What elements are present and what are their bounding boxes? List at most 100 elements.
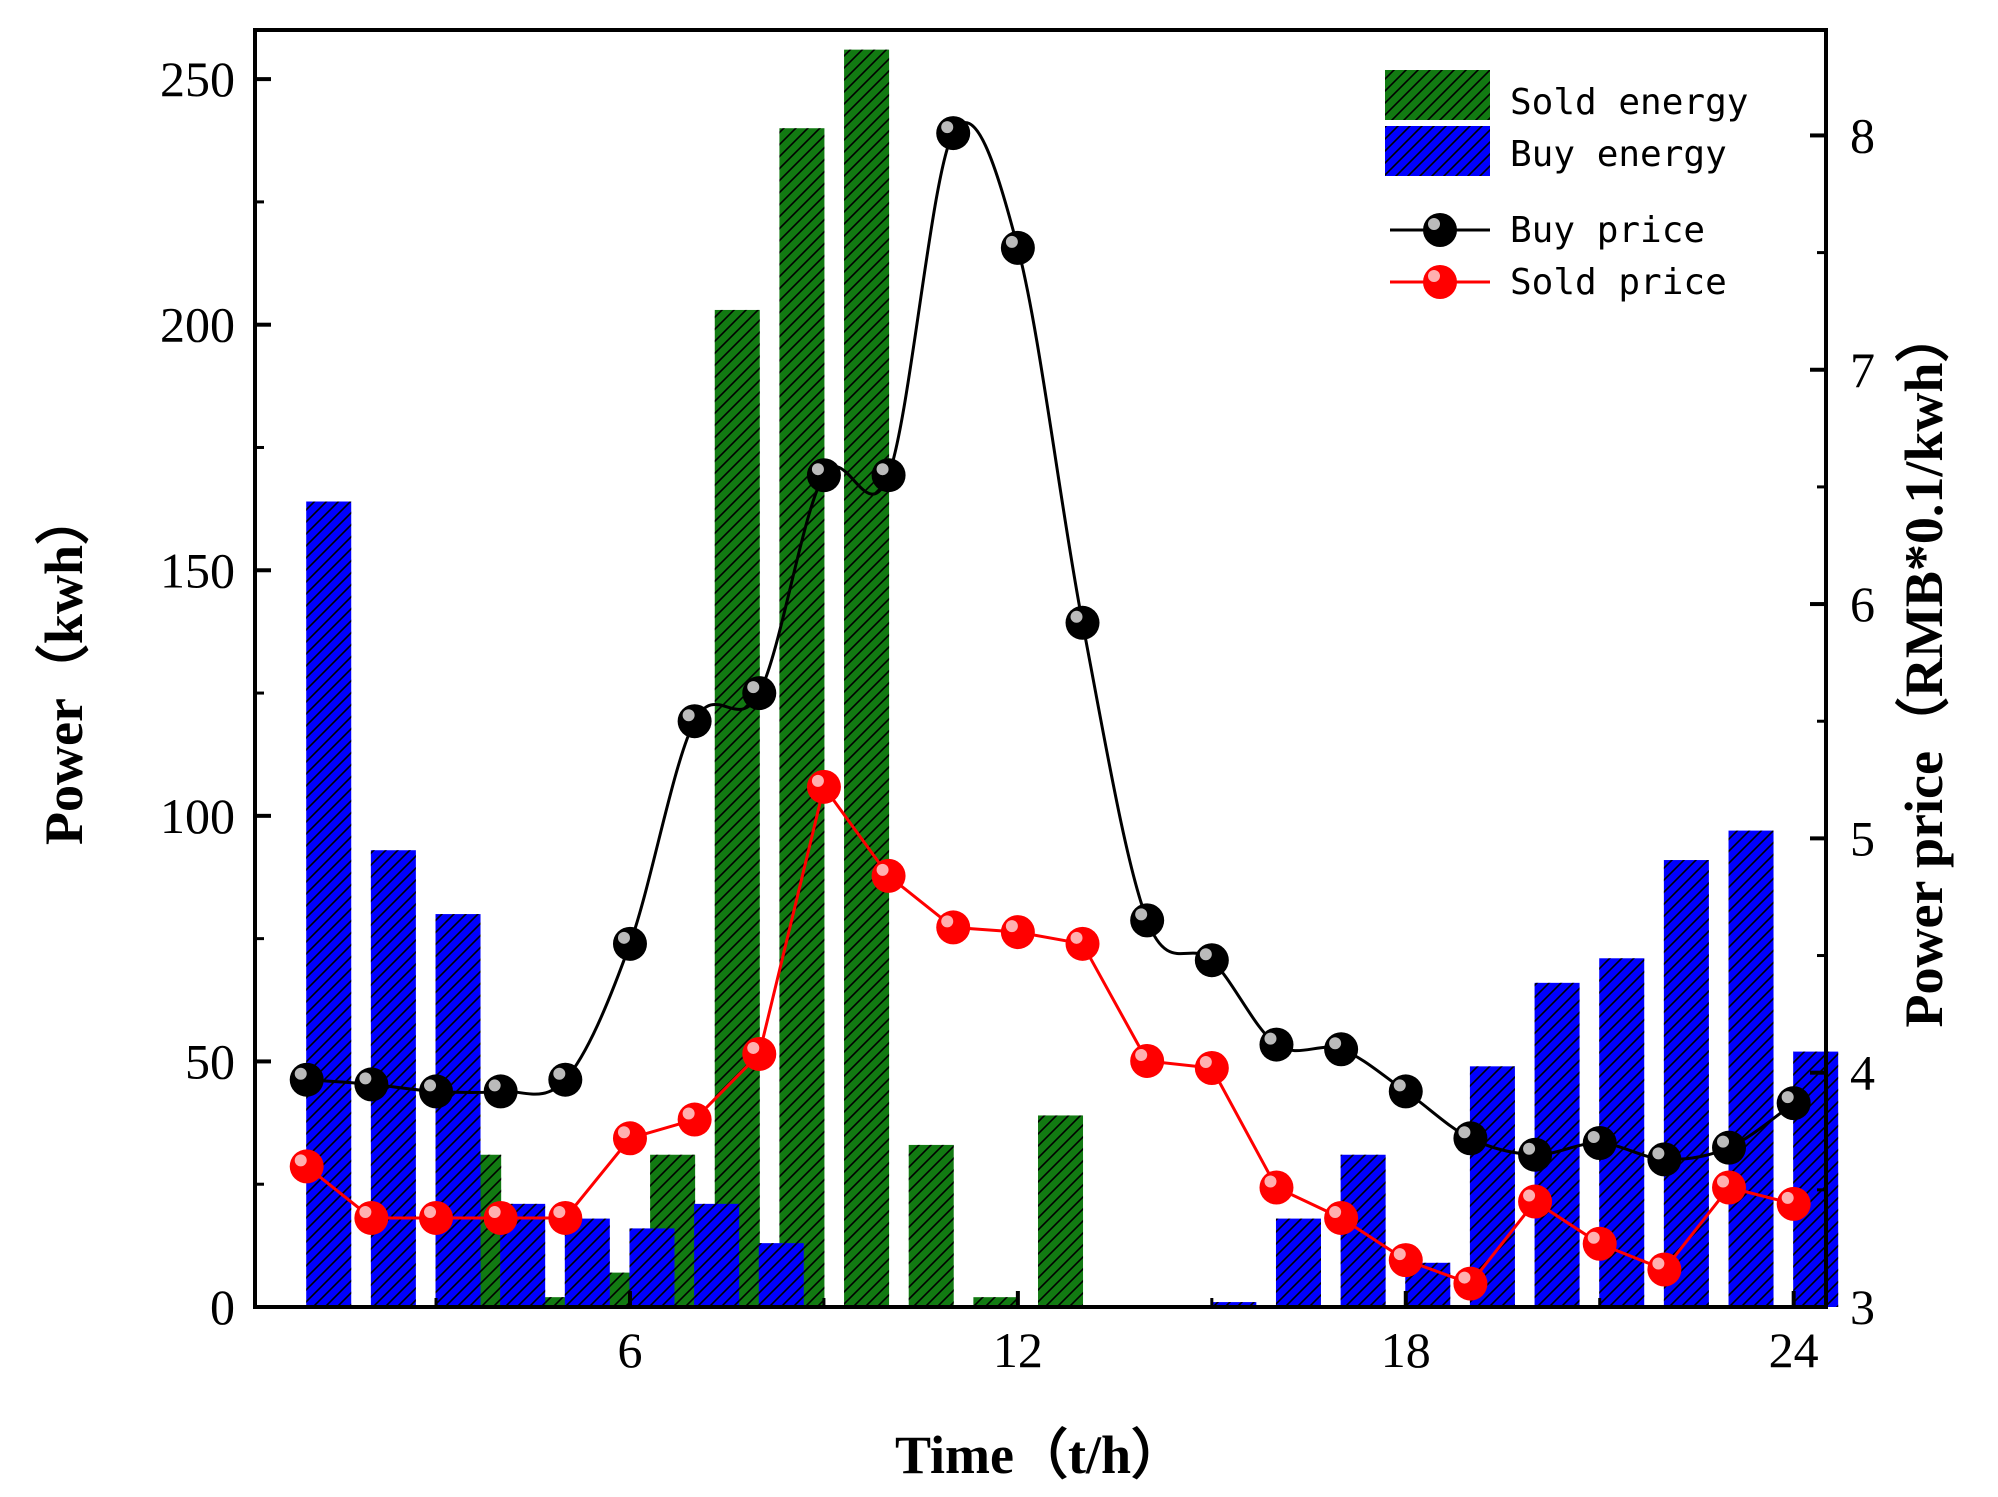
buy-price-marker-highlight (1458, 1126, 1471, 1139)
sold-price-marker-highlight (1005, 920, 1018, 933)
sold-price-marker-highlight (1717, 1175, 1730, 1188)
left-y-tick-label: 50 (185, 1033, 235, 1089)
legend-buy-price-marker-highlight (1428, 218, 1440, 230)
sold-price-marker (1453, 1266, 1488, 1301)
sold-price-marker-highlight (294, 1154, 307, 1167)
right-y-tick-label: 8 (1850, 107, 1875, 163)
buy-price-marker (742, 676, 777, 711)
x-tick-label: 12 (993, 1322, 1043, 1378)
sold-price-marker-highlight (424, 1205, 437, 1218)
x-tick-label: 6 (617, 1322, 642, 1378)
sold-energy-bar-hatch (844, 49, 890, 1308)
buy-price-marker (1194, 943, 1229, 978)
buy-price-marker-highlight (294, 1067, 307, 1080)
sold-price-series (289, 769, 1811, 1301)
legend-sold-price-label: Sold price (1510, 262, 1727, 303)
buy-price-marker-highlight (1652, 1147, 1665, 1160)
sold-price-marker (1000, 915, 1035, 950)
buy-price-marker-highlight (811, 463, 824, 476)
buy-price-marker (1259, 1027, 1294, 1062)
sold-price-marker (1259, 1170, 1294, 1205)
buy-price-marker (1776, 1086, 1811, 1121)
sold-price-marker (677, 1102, 712, 1137)
sold-price-marker (742, 1036, 777, 1071)
y-axis-title: Power（kwh） (34, 491, 94, 845)
buy-price-marker (936, 116, 971, 151)
right-y-tick-label: 4 (1850, 1045, 1875, 1101)
buy-price-marker-highlight (1587, 1130, 1600, 1143)
legend-buy-energy-swatch-hatch (1385, 126, 1490, 176)
x-axis: 6 12 18 24 (434, 1291, 1819, 1378)
sold-price-marker-highlight (1652, 1257, 1665, 1270)
sold-price-marker (419, 1200, 454, 1235)
buy-price-marker (1000, 230, 1035, 265)
sold-price-marker-highlight (682, 1107, 695, 1120)
sold-price-marker (1194, 1051, 1229, 1086)
buy-price-marker-highlight (876, 463, 889, 476)
right-y-tick-label: 6 (1850, 576, 1875, 632)
sold-price-marker-highlight (1135, 1048, 1148, 1061)
buy-price-marker (1388, 1074, 1423, 1109)
buy-price-marker-highlight (1329, 1037, 1342, 1050)
sold-price-marker (1712, 1170, 1747, 1205)
left-y-tick-label: 150 (160, 542, 235, 598)
legend-buy-energy-label: Buy energy (1510, 134, 1727, 175)
sold-price-marker (871, 858, 906, 893)
buy-energy-bar-hatch (1728, 830, 1774, 1307)
plot-frame (253, 28, 1828, 1309)
left-y-tick-label: 100 (160, 788, 235, 844)
left-y-tick-label: 0 (210, 1279, 235, 1335)
sold-price-marker-highlight (617, 1126, 630, 1139)
y2-axis-title: Power price（RMB*0.1/kwh） (1894, 309, 1954, 1028)
sold-price-marker (1647, 1252, 1682, 1287)
buy-price-marker-highlight (1199, 948, 1212, 961)
x-tick-label: 24 (1769, 1322, 1819, 1378)
sold-price-marker (1582, 1226, 1617, 1261)
buy-energy-bar-hatch (758, 1243, 804, 1307)
sold-price-marker-highlight (1587, 1231, 1600, 1244)
buy-price-marker (354, 1067, 389, 1102)
sold-price-marker-highlight (1523, 1189, 1536, 1202)
buy-energy-bar-hatch (694, 1203, 740, 1307)
left-y-axis: 0 50 100 150 200 250 (160, 51, 271, 1335)
buy-price-marker (806, 458, 841, 493)
buy-price-marker-highlight (1135, 908, 1148, 921)
buy-price-marker (548, 1062, 583, 1097)
buy-price-marker (1647, 1142, 1682, 1177)
legend-buy-price-label: Buy price (1510, 210, 1705, 251)
sold-price-marker (483, 1200, 518, 1235)
buy-price-marker (1324, 1032, 1359, 1067)
legend: Sold energy Buy energy Buy price Sold pr… (1385, 70, 1748, 303)
buy-price-marker-highlight (941, 121, 954, 134)
sold-price-marker-highlight (1458, 1271, 1471, 1284)
buy-price-marker (483, 1074, 518, 1109)
sold-price-marker (1776, 1186, 1811, 1221)
left-y-tick-label: 200 (160, 297, 235, 353)
sold-energy-bar-hatch (908, 1144, 954, 1307)
x-axis-title: Time（t/h） (895, 1425, 1185, 1485)
buy-price-marker-highlight (359, 1072, 372, 1085)
buy-energy-bar-hatch (1663, 860, 1709, 1307)
sold-price-marker-highlight (747, 1041, 760, 1054)
right-y-tick-label: 5 (1850, 810, 1875, 866)
buy-price-marker-highlight (682, 709, 695, 722)
sold-price-marker (354, 1200, 389, 1235)
sold-price-marker (1130, 1043, 1165, 1078)
sold-price-marker (806, 769, 841, 804)
buy-price-marker (612, 926, 647, 961)
left-y-tick-label: 250 (160, 51, 235, 107)
buy-price-marker (1065, 605, 1100, 640)
right-y-tick-label: 7 (1850, 342, 1875, 398)
buy-energy-bars (306, 501, 1839, 1307)
sold-price-marker (936, 910, 971, 945)
buy-price-marker-highlight (1523, 1142, 1536, 1155)
sold-price-marker-highlight (1781, 1191, 1794, 1204)
legend-buy-price-marker (1423, 213, 1457, 247)
sold-price-marker (289, 1149, 324, 1184)
sold-price-marker (1388, 1243, 1423, 1278)
buy-energy-bar-hatch (629, 1228, 675, 1307)
sold-price-marker (1518, 1184, 1553, 1219)
sold-energy-bar-hatch (779, 128, 825, 1308)
sold-energy-bars (456, 49, 1084, 1308)
buy-energy-bar-hatch (435, 914, 481, 1307)
